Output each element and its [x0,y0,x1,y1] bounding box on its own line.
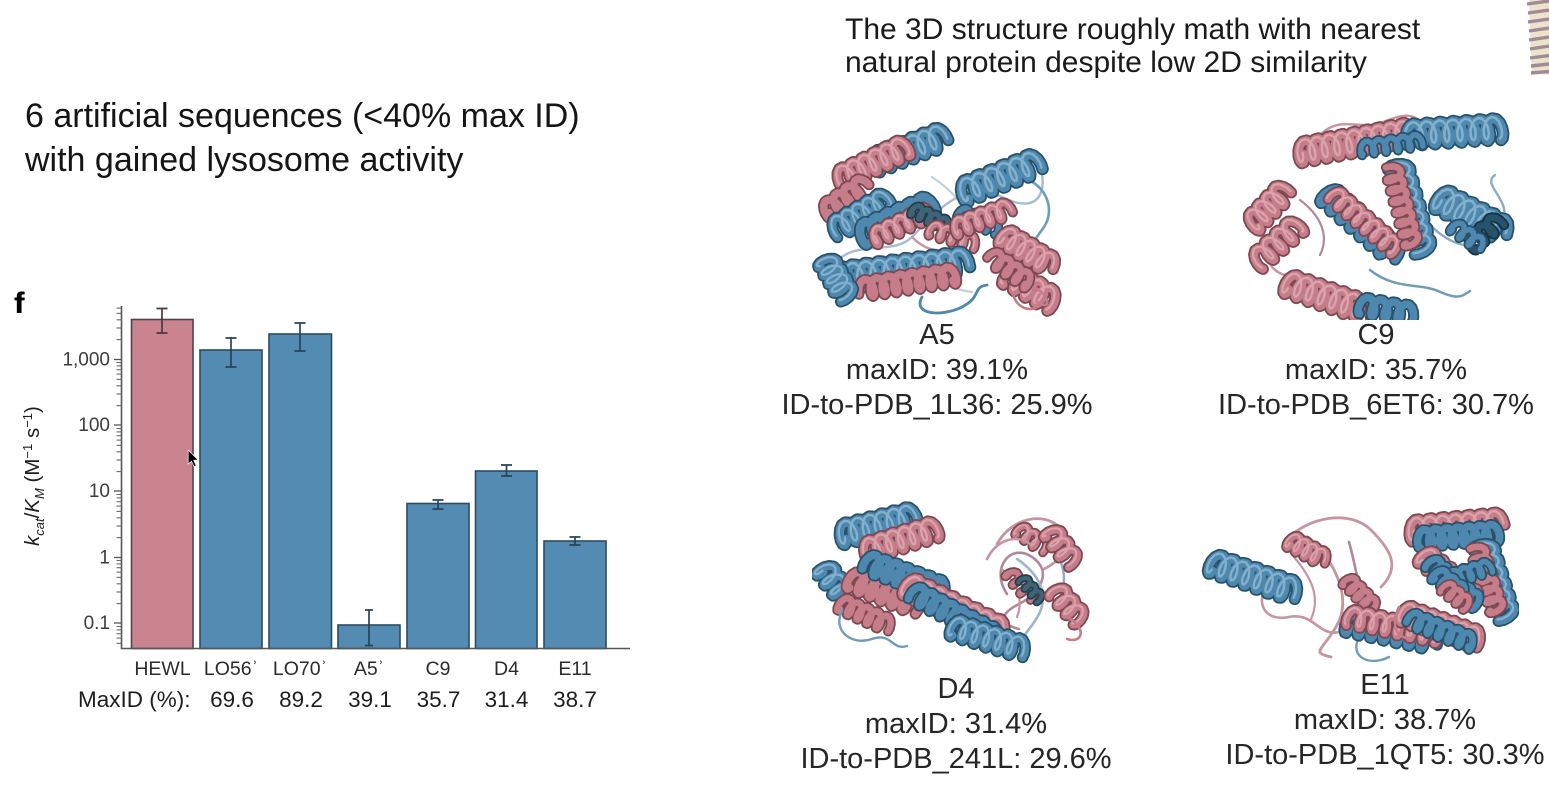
svg-text:1: 1 [99,548,110,569]
svg-text:kcat/KM (M−1 s−1): kcat/KM (M−1 s−1) [20,406,47,546]
svg-text:HEWL: HEWL [134,658,190,680]
svg-text:39.1: 39.1 [348,687,392,712]
svg-text:A5ʾ: A5ʾ [354,658,384,680]
svg-text:1,000: 1,000 [62,350,110,371]
svg-text:10: 10 [89,481,110,502]
svg-text:MaxID (%):: MaxID (%): [78,687,191,712]
svg-text:LO56ʾ: LO56ʾ [204,658,258,680]
svg-text:LO70ʾ: LO70ʾ [273,658,327,680]
svg-text:C9: C9 [426,658,451,680]
svg-text:0.1: 0.1 [84,613,110,634]
svg-text:89.2: 89.2 [279,687,323,712]
svg-text:69.6: 69.6 [210,687,254,712]
svg-text:35.7: 35.7 [417,687,461,712]
svg-text:38.7: 38.7 [553,687,597,712]
svg-text:E11: E11 [558,658,591,680]
svg-text:100: 100 [78,415,110,436]
svg-text:31.4: 31.4 [485,687,529,712]
svg-text:D4: D4 [494,658,519,680]
